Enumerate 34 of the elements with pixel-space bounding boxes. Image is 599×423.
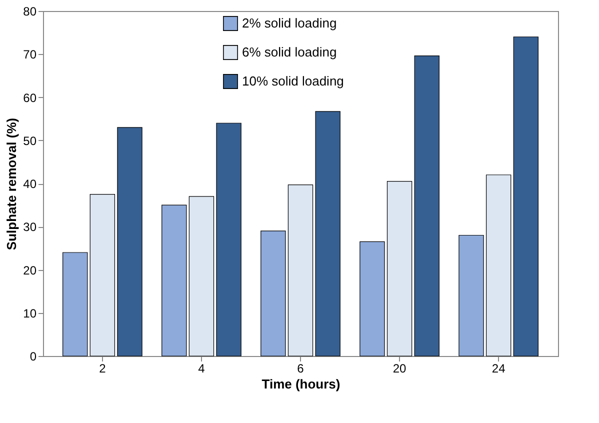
x-tick-label: 6: [297, 362, 304, 376]
y-tick-label: 70: [23, 48, 37, 62]
y-tick-label: 10: [23, 306, 37, 320]
bar: [360, 241, 385, 356]
bar: [188, 196, 214, 356]
x-tick-label: 4: [198, 362, 206, 376]
x-tick-label: 24: [492, 362, 506, 376]
bar: [513, 36, 538, 356]
bar: [315, 111, 340, 356]
bar: [486, 174, 512, 356]
legend-label: 10% solid loading: [242, 74, 344, 88]
y-tick-label: 60: [23, 90, 37, 105]
bar: [90, 194, 116, 356]
bar: [162, 204, 187, 356]
y-tick-label: 0: [30, 350, 37, 364]
y-tick-label: 30: [23, 220, 37, 234]
y-tick-label: 20: [23, 263, 37, 278]
x-axis-title: Time (hours): [262, 376, 340, 392]
bar: [288, 184, 314, 356]
bar: [117, 127, 142, 356]
y-axis-title: Sulphate removal (%): [4, 118, 20, 250]
x-tick-label: 20: [392, 362, 407, 376]
legend-label: 6% solid loading: [242, 44, 337, 60]
y-tick-label: 50: [23, 134, 37, 148]
x-tick-label: 2: [99, 362, 106, 376]
y-tick-label: 40: [23, 177, 37, 191]
y-tick-label: 80: [23, 4, 37, 18]
bar: [260, 230, 286, 356]
bar: [216, 122, 242, 356]
bar: [62, 252, 88, 356]
bar: [386, 181, 412, 356]
bar: [458, 234, 484, 356]
bar: [414, 56, 440, 356]
legend-label: 2% solid loading: [242, 16, 337, 30]
